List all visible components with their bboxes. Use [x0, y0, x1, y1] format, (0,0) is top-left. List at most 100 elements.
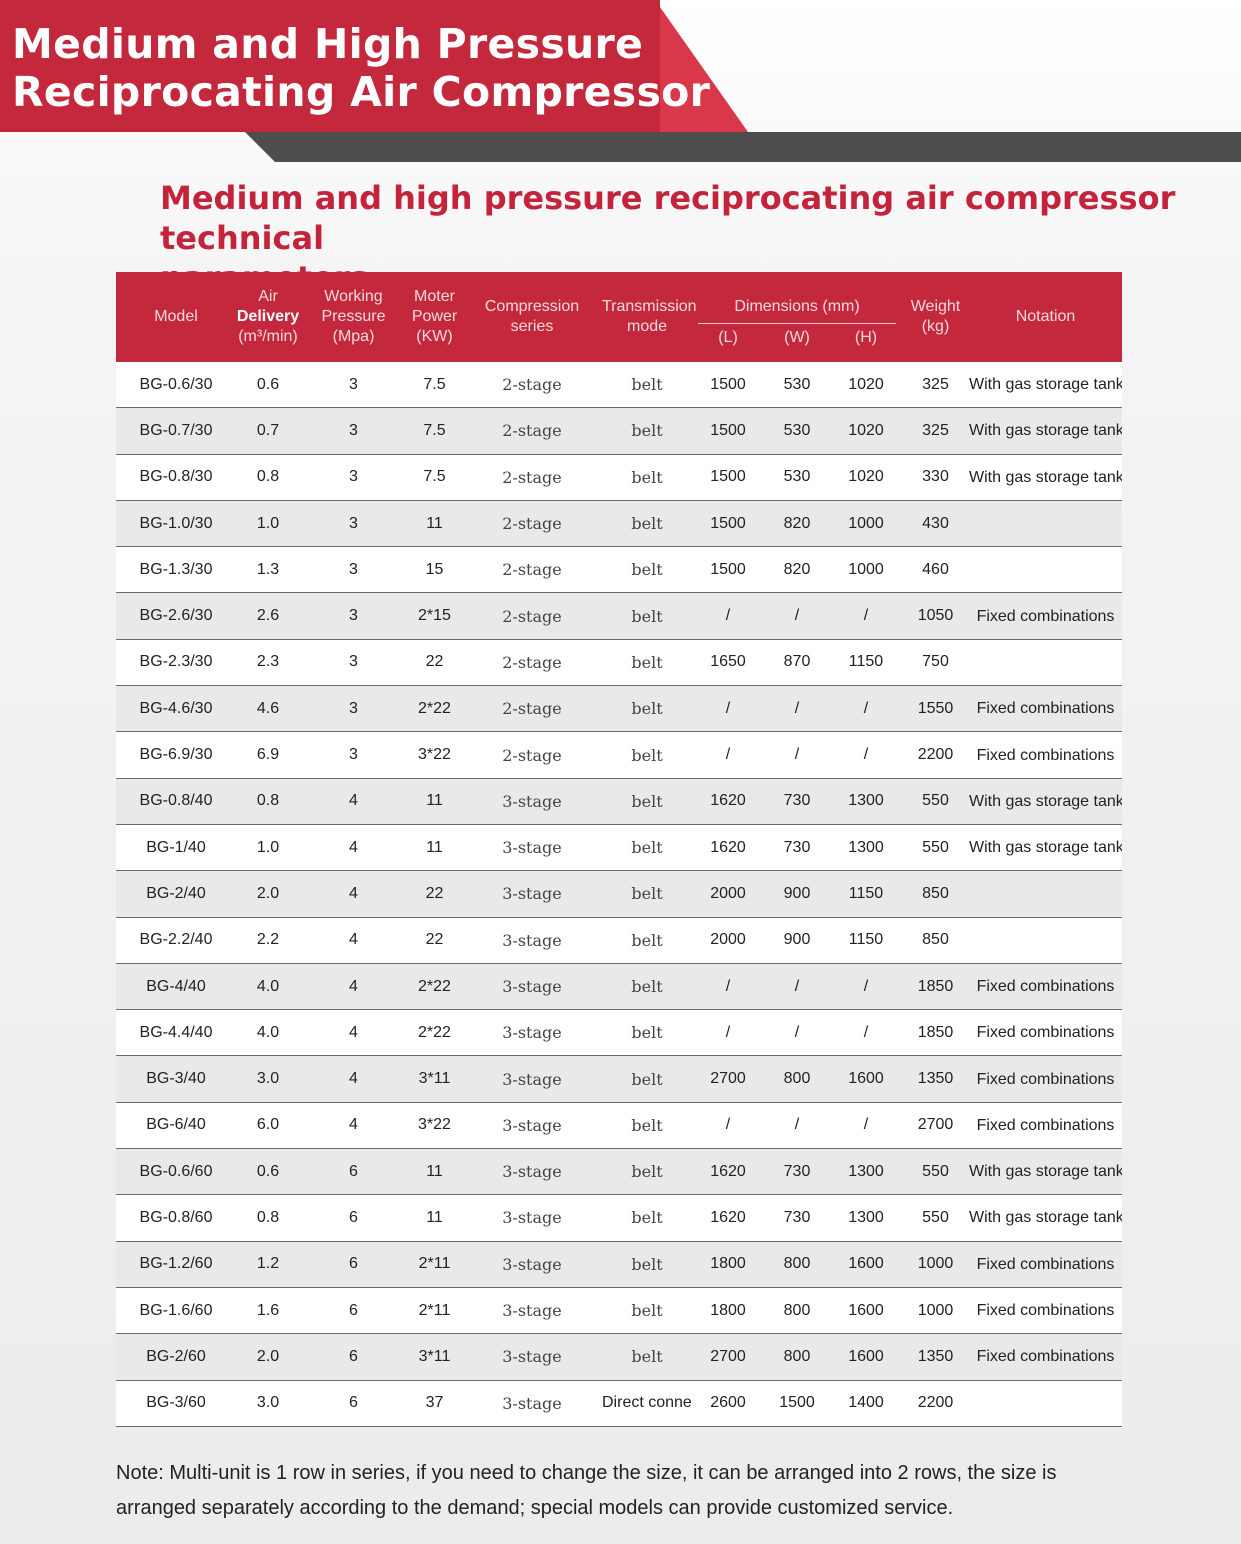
cell-dim-l: / [692, 685, 764, 733]
cell-model: BG-0.8/40 [116, 778, 236, 825]
cell-compression-series: 3-stage [462, 963, 602, 1011]
cell-transmission-mode: belt [602, 500, 692, 548]
table-row: BG-0.7/30 0.7 3 7.5 2-stage belt 1500 530 1020 32… [116, 407, 1122, 455]
banner-title: Medium and High Pressure Reciprocating A… [12, 20, 710, 116]
cell-motor-power: 3*22 [407, 731, 462, 779]
cell-transmission-mode: belt [602, 1148, 692, 1196]
section-title-line1: Medium and high pressure reciprocating a… [160, 179, 1176, 257]
cell-dim-w: 800 [764, 1055, 830, 1103]
cell-model: BG-1.2/60 [116, 1241, 236, 1288]
cell-dim-h: 1400 [830, 1380, 902, 1427]
cell-working-pressure: 4 [300, 1055, 407, 1103]
header-air-delivery-3: (m³/min) [238, 328, 298, 345]
header-weight-2: (kg) [921, 318, 950, 335]
header-compression-series: Compression series [462, 272, 602, 362]
cell-weight: 1550 [902, 685, 969, 733]
cell-working-pressure: 3 [300, 639, 407, 687]
cell-notation: Fixed combinations [969, 1009, 1122, 1057]
cell-motor-power: 11 [407, 778, 462, 825]
cell-motor-power: 3*11 [407, 1333, 462, 1381]
cell-dim-h: 1150 [830, 870, 902, 918]
cell-dim-w: 730 [764, 1194, 830, 1242]
cell-dim-h: 1020 [830, 407, 902, 455]
cell-air-delivery: 1.3 [236, 546, 300, 594]
header-transmission-1: Transmission [602, 298, 697, 315]
cell-model: BG-3/60 [116, 1380, 236, 1427]
table-row: BG-0.8/40 0.8 4 11 3-stage belt 1620 730 1300 550… [116, 778, 1122, 825]
cell-dim-h: / [830, 1102, 902, 1150]
cell-dim-w: / [764, 731, 830, 779]
cell-dim-h: / [830, 685, 902, 733]
cell-model: BG-6.9/30 [116, 731, 236, 779]
cell-dim-w: 870 [764, 639, 830, 687]
cell-working-pressure: 3 [300, 685, 407, 733]
cell-compression-series: 3-stage [462, 870, 602, 918]
cell-weight: 1000 [902, 1287, 969, 1335]
cell-air-delivery: 1.0 [236, 500, 300, 548]
cell-dim-l: 1500 [692, 500, 764, 548]
cell-air-delivery: 0.8 [236, 454, 300, 501]
cell-notation: With gas storage tank or stationary [969, 454, 1122, 501]
cell-notation: With gas storage tank or stationary [969, 362, 1122, 409]
cell-dim-l: 2700 [692, 1055, 764, 1103]
cell-compression-series: 3-stage [462, 1055, 602, 1103]
cell-dim-w: / [764, 592, 830, 640]
cell-dim-h: / [830, 592, 902, 640]
cell-compression-series: 3-stage [462, 1287, 602, 1335]
cell-transmission-mode: belt [602, 778, 692, 825]
cell-weight: 325 [902, 362, 969, 409]
cell-working-pressure: 4 [300, 870, 407, 918]
cell-dim-w: 530 [764, 362, 830, 409]
cell-working-pressure: 3 [300, 731, 407, 779]
cell-air-delivery: 0.6 [236, 1148, 300, 1196]
cell-air-delivery: 1.6 [236, 1287, 300, 1335]
cell-air-delivery: 4.0 [236, 963, 300, 1011]
cell-weight: 550 [902, 1194, 969, 1242]
cell-weight: 325 [902, 407, 969, 455]
table-row: BG-4/40 4.0 4 2*22 3-stage belt / //1850 Fixed c… [116, 963, 1122, 1011]
cell-working-pressure: 3 [300, 546, 407, 594]
cell-notation: Fixed combinations [969, 1102, 1122, 1150]
cell-air-delivery: 0.8 [236, 1194, 300, 1242]
cell-dim-l: 1500 [692, 362, 764, 409]
cell-air-delivery: 0.8 [236, 778, 300, 825]
cell-motor-power: 11 [407, 1194, 462, 1242]
cell-compression-series: 3-stage [462, 1102, 602, 1150]
cell-motor-power: 22 [407, 917, 462, 964]
cell-notation: Fixed combinations [969, 731, 1122, 779]
table-row: BG-0.6/60 0.6 6 11 3-stage belt 1620 730 1300 550… [116, 1148, 1122, 1196]
cell-dim-h: / [830, 731, 902, 779]
cell-weight: 1000 [902, 1241, 969, 1288]
cell-working-pressure: 3 [300, 592, 407, 640]
table-row: BG-4.6/30 4.6 3 2*22 2-stage belt / //1550 Fixed… [116, 685, 1122, 733]
cell-model: BG-2.6/30 [116, 592, 236, 640]
cell-notation: Fixed combinations [969, 1287, 1122, 1335]
cell-dim-l: / [692, 731, 764, 779]
banner-title-line1: Medium and High Pressure [12, 20, 644, 68]
cell-air-delivery: 2.0 [236, 870, 300, 918]
cell-model: BG-0.7/30 [116, 407, 236, 455]
cell-notation: Fixed combinations [969, 963, 1122, 1011]
cell-motor-power: 22 [407, 870, 462, 918]
footer-note: Note: Multi-unit is 1 row in series, if … [116, 1462, 1057, 1519]
cell-compression-series: 2-stage [462, 546, 602, 594]
cell-air-delivery: 2.3 [236, 639, 300, 687]
cell-transmission-mode: belt [602, 1009, 692, 1057]
cell-dim-w: 1500 [764, 1380, 830, 1427]
cell-weight: 330 [902, 454, 969, 501]
cell-dim-l: 1620 [692, 778, 764, 825]
cell-dim-l: 2600 [692, 1380, 764, 1427]
cell-notation: Fixed combinations [969, 685, 1122, 733]
cell-transmission-mode: belt [602, 1333, 692, 1381]
cell-dim-w: 730 [764, 778, 830, 825]
cell-dim-w: 820 [764, 500, 830, 548]
cell-model: BG-1.6/60 [116, 1287, 236, 1335]
cell-transmission-mode: Direct connect [602, 1380, 692, 1427]
cell-dim-w: 820 [764, 546, 830, 594]
cell-dim-h: 1300 [830, 1194, 902, 1242]
table-row: BG-1.2/60 1.2 6 2*11 3-stage belt 1800 800 1600 1… [116, 1241, 1122, 1288]
table-row: BG-2/60 2.0 6 3*11 3-stage belt 2700 800 1600 135… [116, 1333, 1122, 1381]
cell-model: BG-1.3/30 [116, 546, 236, 594]
table-row: BG-2/40 2.0 4 22 3-stage belt 2000 900 1150 850 [116, 870, 1122, 918]
cell-motor-power: 11 [407, 500, 462, 548]
